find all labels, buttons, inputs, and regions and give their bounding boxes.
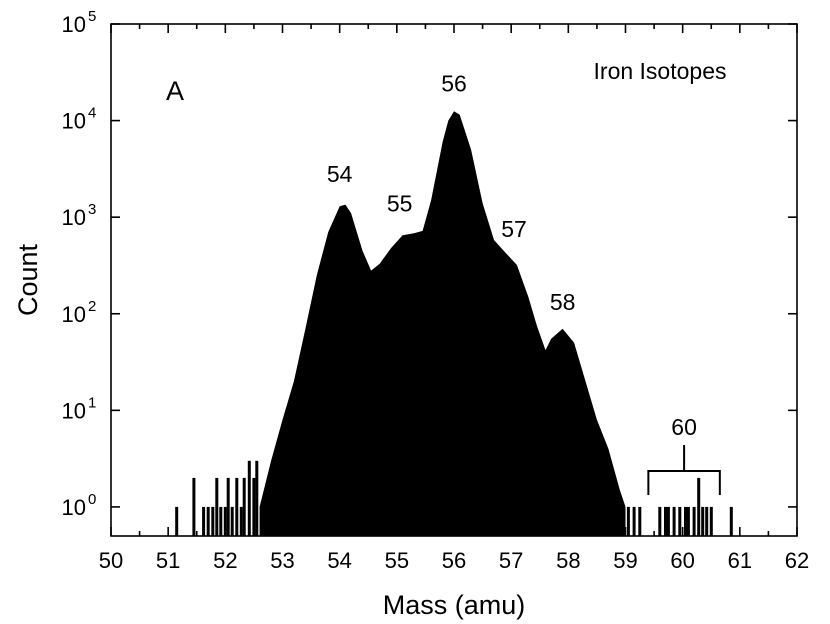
- bracket-label: 60: [671, 414, 697, 440]
- histogram-bar: [202, 506, 206, 536]
- y-axis-title: Count: [13, 243, 43, 316]
- peak-label: 54: [327, 161, 353, 187]
- y-tick-label-exponent: 5: [88, 8, 96, 25]
- y-tick-label-exponent: 1: [88, 394, 96, 411]
- histogram-bar: [215, 477, 219, 536]
- histogram-bar: [697, 477, 701, 536]
- bracket-line: [647, 445, 721, 495]
- x-tick-label: 59: [613, 548, 637, 573]
- histogram-bar: [255, 460, 259, 536]
- histogram-bar: [672, 506, 676, 536]
- histogram-bars: [175, 111, 733, 536]
- histogram-bar: [223, 506, 227, 536]
- histogram-bar: [247, 460, 251, 536]
- y-tick-label-base: 10: [62, 398, 86, 423]
- y-tick-label-base: 10: [62, 302, 86, 327]
- y-tick-label-exponent: 0: [88, 491, 96, 508]
- x-tick-label: 57: [499, 548, 523, 573]
- histogram-bar: [701, 506, 705, 536]
- y-tick-label-exponent: 3: [88, 201, 96, 218]
- x-tick-label: 53: [270, 548, 294, 573]
- histogram-bar: [175, 506, 179, 536]
- y-tick-label-exponent: 2: [88, 298, 96, 315]
- histogram-bar: [686, 506, 690, 536]
- histogram-bar: [705, 506, 709, 536]
- histogram-bar: [638, 506, 642, 536]
- histogram-bar: [692, 506, 696, 536]
- histogram-bar: [666, 506, 670, 536]
- histogram-bar: [192, 477, 196, 536]
- histogram-bar: [684, 506, 687, 536]
- y-tick-label-base: 10: [62, 12, 86, 37]
- y-tick-label-exponent: 4: [88, 105, 96, 122]
- histogram-bar: [239, 506, 243, 536]
- histogram-bar: [211, 506, 215, 536]
- histogram-bar: [242, 477, 246, 536]
- panel-label: A: [166, 76, 184, 106]
- chart-annotation: Iron Isotopes: [594, 58, 727, 84]
- histogram-envelope: [259, 111, 626, 536]
- x-tick-label: 55: [385, 548, 409, 573]
- histogram-bar: [626, 506, 630, 536]
- histogram-bar: [632, 506, 636, 536]
- histogram-bar: [235, 477, 239, 536]
- x-tick-label: 52: [213, 548, 237, 573]
- x-axis-title: Mass (amu): [383, 590, 526, 620]
- x-tick-label: 61: [728, 548, 752, 573]
- peak-labels: 54 55 56 57 58: [327, 71, 576, 315]
- histogram-bar: [226, 477, 230, 536]
- histogram-bar: [664, 506, 667, 536]
- x-tick-label: 60: [670, 548, 694, 573]
- peak-label: 57: [501, 216, 527, 242]
- histogram-bar: [658, 506, 662, 536]
- x-tick-labels: 50 51 52 53 54 55 56 57 58 59 60 61 62: [99, 548, 809, 573]
- histogram-bar: [709, 506, 713, 536]
- histogram-bar: [219, 506, 223, 536]
- x-tick-label: 58: [556, 548, 580, 573]
- y-tick-label-base: 10: [62, 109, 86, 134]
- histogram-bar: [729, 506, 733, 536]
- x-tick-label: 62: [785, 548, 809, 573]
- x-tick-label: 56: [442, 548, 466, 573]
- x-tick-label: 54: [327, 548, 351, 573]
- axis-ticks: [110, 23, 798, 536]
- y-tick-label-base: 10: [62, 495, 86, 520]
- histogram-bar: [230, 506, 234, 536]
- peak-label: 58: [550, 289, 576, 315]
- peak-label: 55: [387, 190, 413, 216]
- histogram-bar: [678, 506, 682, 536]
- peak-label: 56: [441, 71, 467, 97]
- x-tick-label: 50: [99, 548, 123, 573]
- mass-60-bracket: 60: [647, 414, 721, 495]
- histogram-bar: [206, 506, 210, 536]
- x-tick-label: 51: [156, 548, 180, 573]
- histogram-bar: [252, 477, 256, 536]
- y-tick-label-base: 10: [62, 205, 86, 230]
